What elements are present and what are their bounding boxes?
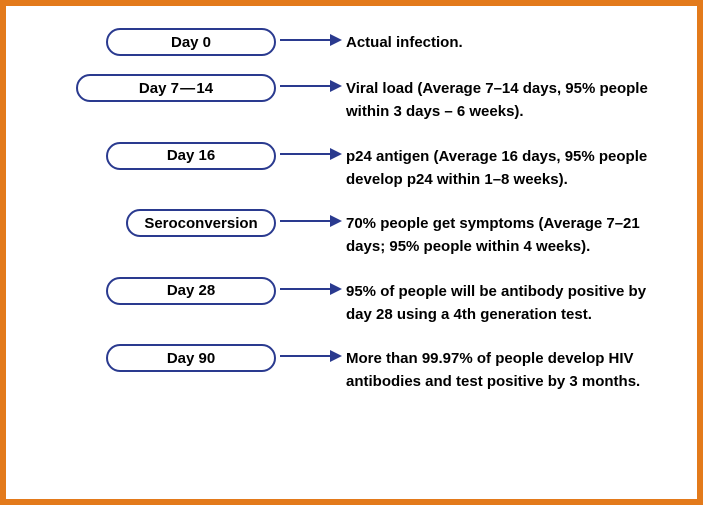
diagram-frame: Day 0 Actual infection. Day 7 — 14 Viral…: [0, 0, 703, 505]
timeline-row: Day 16 p24 antigen (Average 16 days, 95%…: [26, 142, 657, 192]
stage-pill: Day 28: [106, 277, 276, 305]
timeline-row: Day 7 — 14 Viral load (Average 7–14 days…: [26, 74, 657, 124]
stage-pill: Day 90: [106, 344, 276, 372]
stage-pill: Day 16: [106, 142, 276, 170]
arrow-icon: [276, 344, 346, 364]
pill-wrap: Day 90: [26, 344, 276, 372]
stage-description: Viral load (Average 7–14 days, 95% peopl…: [346, 74, 657, 124]
arrow-icon: [276, 74, 346, 94]
arrow-icon: [276, 142, 346, 162]
stage-pill: Day 0: [106, 28, 276, 56]
stage-pill: Day 7 — 14: [76, 74, 276, 102]
timeline-row: Day 0 Actual infection.: [26, 28, 657, 56]
timeline-row: Day 28 95% of people will be antibody po…: [26, 277, 657, 327]
stage-description: 70% people get symptoms (Average 7–21 da…: [346, 209, 657, 259]
arrow-icon: [276, 209, 346, 229]
pill-wrap: Day 0: [26, 28, 276, 56]
stage-description: 95% of people will be antibody positive …: [346, 277, 657, 327]
stage-pill: Seroconversion: [126, 209, 276, 237]
pill-wrap: Day 7 — 14: [26, 74, 276, 102]
pill-wrap: Seroconversion: [26, 209, 276, 237]
pill-wrap: Day 16: [26, 142, 276, 170]
timeline-row: Seroconversion 70% people get symptoms (…: [26, 209, 657, 259]
pill-wrap: Day 28: [26, 277, 276, 305]
stage-description: p24 antigen (Average 16 days, 95% people…: [346, 142, 657, 192]
arrow-icon: [276, 277, 346, 297]
stage-description: More than 99.97% of people develop HIV a…: [346, 344, 657, 394]
timeline-row: Day 90 More than 99.97% of people develo…: [26, 344, 657, 394]
stage-description: Actual infection.: [346, 28, 657, 54]
arrow-icon: [276, 28, 346, 48]
